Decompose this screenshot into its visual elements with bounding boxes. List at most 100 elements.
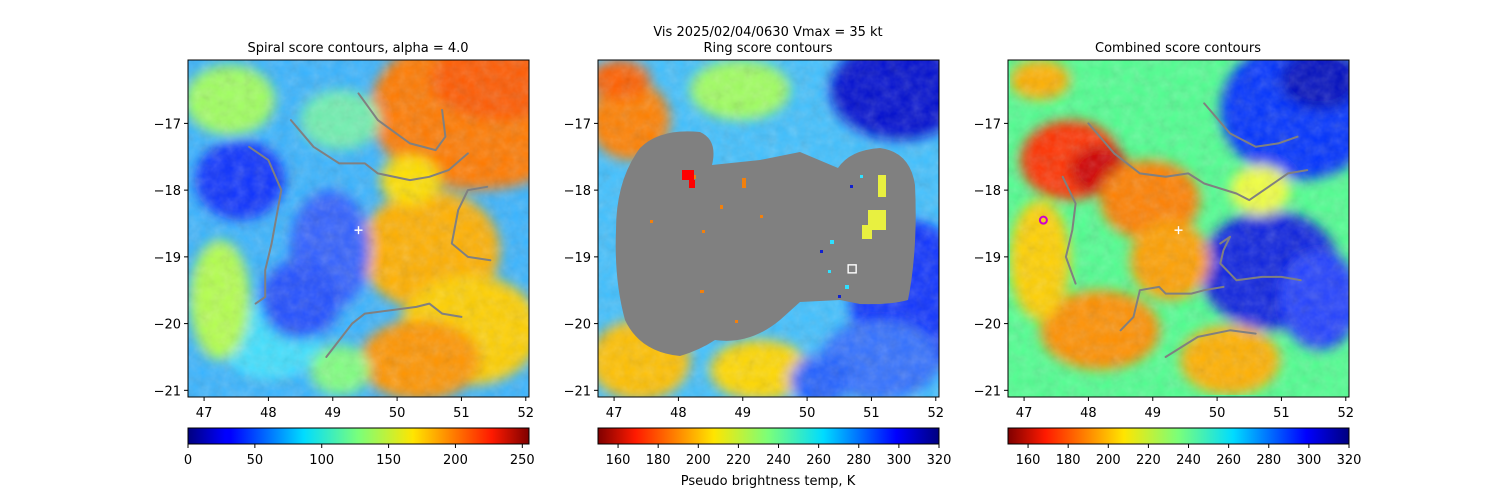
combined-center-marker <box>1174 226 1183 235</box>
ring-colorbar-tick-label: 260 <box>806 453 831 468</box>
spiral-x-axis: 47 48 49 50 51 52 <box>196 397 534 421</box>
spiral-x-tick-label: 50 <box>389 406 406 421</box>
spiral-colorbar: 0 50 100 150 200 250 <box>184 427 535 468</box>
ring-y-tick-label: −20 <box>564 318 591 333</box>
combined-colorbar-tick-label: 220 <box>1136 453 1161 468</box>
combined-y-tick-label: −19 <box>974 251 1001 266</box>
combined-contours <box>1061 102 1309 358</box>
combined-y-tick-label: −20 <box>974 318 1001 333</box>
spiral-contour-line <box>450 185 492 262</box>
spiral-x-tick-label: 51 <box>453 406 470 421</box>
panel-ring-title: Ring score contours <box>703 41 832 56</box>
spiral-colorbar-tick-label: 100 <box>309 453 334 468</box>
ring-y-axis: −17 −18 −19 −20 −21 <box>564 117 598 399</box>
combined-circle-marker <box>1038 215 1048 225</box>
combined-x-tick-label: 51 <box>1273 406 1290 421</box>
ring-y-tick-label: −17 <box>564 117 591 132</box>
panel-combined: Combined score contours <box>974 41 1362 468</box>
ring-colorbar-tick-label: 160 <box>606 453 631 468</box>
spiral-center-marker <box>354 226 363 235</box>
combined-contour-line <box>1061 175 1077 285</box>
ring-colorbar-tick-label: 280 <box>846 453 871 468</box>
circle-marker <box>1038 215 1048 225</box>
spiral-y-tick-label: −18 <box>154 184 181 199</box>
spiral-heatmap <box>188 60 529 397</box>
combined-colorbar-tick-label: 300 <box>1296 453 1321 468</box>
combined-y-tick-label: −18 <box>974 184 1001 199</box>
ring-heatmap <box>598 60 939 397</box>
spiral-colorbar-gradient <box>187 427 530 445</box>
combined-y-axis: −17 −18 −19 −20 −21 <box>974 117 1008 399</box>
ring-x-tick-label: 49 <box>734 406 751 421</box>
spiral-colorbar-tick-label: 50 <box>247 453 264 468</box>
combined-colorbar-ticks: 160 180 200 220 240 260 280 300 320 <box>1016 444 1362 468</box>
spiral-y-tick-label: −20 <box>154 318 181 333</box>
panel-spiral: Spiral score contours, alpha = 4.0 <box>154 41 535 468</box>
combined-contour-line <box>1087 122 1309 202</box>
ring-colorbar-tick-label: 180 <box>646 453 671 468</box>
ring-x-tick-label: 48 <box>670 406 687 421</box>
panel-ring: Ring score contours <box>564 41 952 489</box>
spiral-contour-line <box>289 119 469 182</box>
combined-colorbar-tick-label: 260 <box>1216 453 1241 468</box>
spiral-x-tick-label: 49 <box>324 406 341 421</box>
ring-colorbar-tick-label: 240 <box>766 453 791 468</box>
ring-y-tick-label: −18 <box>564 184 591 199</box>
spiral-contour-line <box>325 302 463 358</box>
panel-spiral-title: Spiral score contours, alpha = 4.0 <box>247 41 468 56</box>
ring-x-axis: 47 48 49 50 51 52 <box>606 397 944 421</box>
spiral-colorbar-tick-label: 150 <box>376 453 401 468</box>
spiral-contours <box>248 92 492 358</box>
combined-colorbar-tick-label: 320 <box>1337 453 1362 468</box>
ring-colorbar-tick-label: 220 <box>726 453 751 468</box>
ring-y-tick-label: −21 <box>564 384 591 399</box>
spiral-x-tick-label: 52 <box>518 406 535 421</box>
combined-x-tick-label: 52 <box>1338 406 1355 421</box>
combined-colorbar-tick-label: 280 <box>1256 453 1281 468</box>
ring-axes-frame <box>597 59 940 398</box>
ring-x-tick-label: 50 <box>799 406 816 421</box>
combined-contour-line <box>1219 235 1302 282</box>
ring-colorbar-ticks: 160 180 200 220 240 260 280 300 320 <box>606 444 952 468</box>
ring-colorbar-gradient <box>597 427 940 445</box>
ring-colorbar: 160 180 200 220 240 260 280 300 320 Pseudo brigh… <box>597 427 952 489</box>
spiral-y-axis: −17 −18 −19 −20 −21 <box>154 117 188 399</box>
spiral-colorbar-tick-label: 250 <box>510 453 535 468</box>
ring-colorbar-tick-label: 320 <box>927 453 952 468</box>
ring-colorbar-tick-label: 200 <box>686 453 711 468</box>
spiral-colorbar-ticks: 0 50 100 150 200 250 <box>184 444 535 468</box>
panel-combined-title: Combined score contours <box>1095 41 1261 56</box>
spiral-axes-frame <box>187 59 530 398</box>
square-marker <box>847 264 857 274</box>
combined-x-tick-label: 50 <box>1209 406 1226 421</box>
spiral-y-tick-label: −19 <box>154 251 181 266</box>
combined-x-tick-label: 49 <box>1144 406 1161 421</box>
spiral-colorbar-tick-label: 200 <box>443 453 468 468</box>
combined-colorbar-tick-label: 240 <box>1176 453 1201 468</box>
spiral-x-tick-label: 48 <box>260 406 277 421</box>
spiral-contour-line <box>248 145 283 305</box>
combined-x-tick-label: 48 <box>1080 406 1097 421</box>
ring-y-tick-label: −19 <box>564 251 591 266</box>
combined-contour-line <box>1119 285 1225 332</box>
ring-x-tick-label: 52 <box>928 406 945 421</box>
combined-colorbar-tick-label: 200 <box>1096 453 1121 468</box>
combined-y-tick-label: −17 <box>974 117 1001 132</box>
combined-x-tick-label: 47 <box>1016 406 1033 421</box>
ring-center-marker <box>847 264 857 274</box>
figure-suptitle: Vis 2025/02/04/0630 Vmax = 35 kt <box>653 25 882 40</box>
spiral-x-tick-label: 47 <box>196 406 213 421</box>
spiral-y-tick-label: −21 <box>154 384 181 399</box>
combined-x-axis: 47 48 49 50 51 52 <box>1016 397 1354 421</box>
combined-contour-line <box>1203 102 1299 148</box>
combined-heatmap <box>1008 60 1349 397</box>
combined-contour-line <box>1164 329 1257 358</box>
ring-colorbar-label: Pseudo brightness temp, K <box>681 474 856 489</box>
combined-colorbar: 160 180 200 220 240 260 280 300 320 <box>1007 427 1362 468</box>
ring-colorbar-tick-label: 300 <box>886 453 911 468</box>
spiral-y-tick-label: −17 <box>154 117 181 132</box>
spiral-contour-line <box>357 92 447 152</box>
spiral-colorbar-tick-label: 0 <box>184 453 192 468</box>
ring-x-tick-label: 51 <box>863 406 880 421</box>
